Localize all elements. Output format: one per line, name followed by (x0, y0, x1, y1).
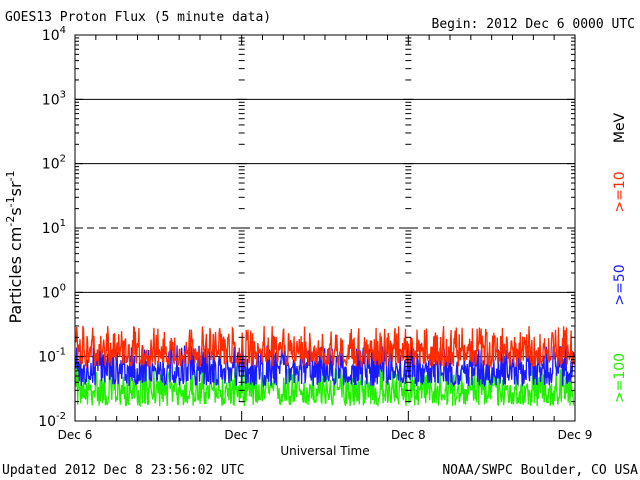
y-tick-label: 104 (42, 25, 66, 44)
y-title-s: s (6, 207, 25, 215)
y-title-sr: sr (6, 181, 25, 196)
chart-title: GOES13 Proton Flux (5 minute data) (5, 10, 271, 25)
y-tick-label: 10-1 (38, 347, 66, 366)
y-title-exp1: -2 (4, 216, 17, 227)
x-tick-label: Dec 8 (391, 428, 426, 442)
axis-ticks (74, 34, 576, 422)
begin-time: Begin: 2012 Dec 6 0000 UTC (432, 17, 636, 32)
series-trace-100 (75, 366, 575, 408)
legend-series-10: >=10 (612, 171, 628, 212)
y-tick-label: 10-2 (38, 411, 66, 430)
x-tick-label: Dec 9 (558, 428, 593, 442)
legend-series-100: >=100 (612, 353, 628, 403)
x-tick-labels: Dec 6 Dec 7 Dec 8 Dec 9 (58, 428, 593, 442)
y-title-exp2: -1 (4, 196, 17, 207)
y-title-exp3: -1 (4, 170, 17, 181)
y-axis-title: Particles cm-2s-1sr-1 (4, 170, 25, 323)
y-tick-labels: 10-2 10-1 100 101 102 103 104 (38, 25, 66, 430)
x-tick-label: Dec 7 (224, 428, 259, 442)
x-axis-title: Universal Time (280, 444, 369, 458)
grid-lines (75, 98, 575, 358)
series-trace-10 (75, 325, 575, 369)
credit-text: NOAA/SWPC Boulder, CO USA (442, 463, 638, 478)
legend: MeV >=10 >=50 >=100 (612, 112, 628, 403)
y-tick-label: 102 (42, 154, 66, 173)
updated-timestamp: Updated 2012 Dec 8 23:56:02 UTC (2, 463, 245, 478)
y-tick-label: 103 (42, 89, 66, 108)
y-tick-label: 100 (42, 282, 66, 301)
legend-series-50: >=50 (612, 264, 628, 305)
y-tick-label: 101 (42, 218, 66, 237)
data-traces (75, 325, 575, 408)
y-title-base: Particles cm (6, 227, 25, 324)
legend-unit: MeV (612, 112, 628, 143)
x-tick-label: Dec 6 (58, 428, 93, 442)
